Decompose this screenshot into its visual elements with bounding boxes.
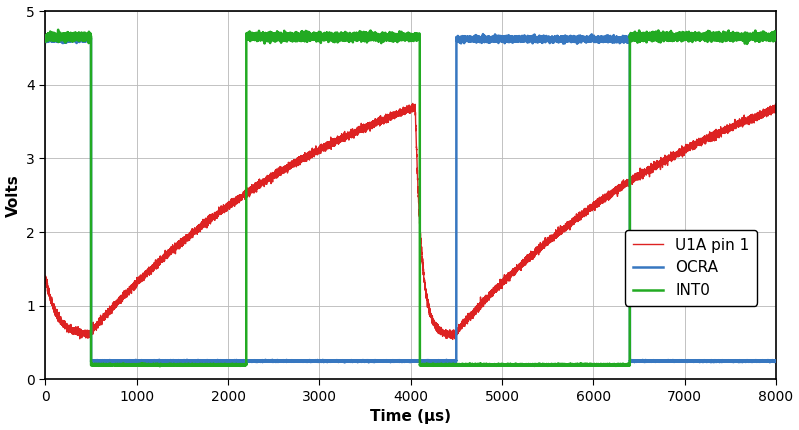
OCRA <box>771 359 781 364</box>
OCRA <box>478 31 487 37</box>
X-axis label: Time (μs): Time (μs) <box>370 409 451 424</box>
Line: INT0: INT0 <box>46 30 776 366</box>
U1A pin 1 <box>690 145 699 150</box>
OCRA <box>225 359 235 364</box>
Legend: U1A pin 1, OCRA, INT0: U1A pin 1, OCRA, INT0 <box>625 230 757 306</box>
INT0 <box>640 33 650 38</box>
U1A pin 1 <box>448 337 458 342</box>
INT0 <box>225 362 235 368</box>
Line: OCRA: OCRA <box>46 34 776 362</box>
INT0 <box>113 362 123 367</box>
U1A pin 1 <box>225 201 235 206</box>
OCRA <box>41 34 50 40</box>
U1A pin 1 <box>640 171 650 176</box>
U1A pin 1 <box>771 108 781 113</box>
INT0 <box>41 34 50 39</box>
U1A pin 1 <box>41 275 50 280</box>
OCRA <box>741 358 751 363</box>
INT0 <box>741 31 751 37</box>
U1A pin 1 <box>622 181 632 186</box>
U1A pin 1 <box>408 101 418 106</box>
U1A pin 1 <box>113 301 122 306</box>
OCRA <box>690 358 699 363</box>
INT0 <box>771 37 781 43</box>
OCRA <box>640 358 650 363</box>
INT0 <box>54 27 63 32</box>
U1A pin 1 <box>741 119 751 124</box>
OCRA <box>113 358 122 363</box>
INT0 <box>622 362 632 368</box>
INT0 <box>155 364 165 369</box>
OCRA <box>340 360 349 365</box>
OCRA <box>622 37 632 42</box>
INT0 <box>690 34 699 40</box>
Line: U1A pin 1: U1A pin 1 <box>46 104 776 339</box>
Y-axis label: Volts: Volts <box>6 174 21 217</box>
